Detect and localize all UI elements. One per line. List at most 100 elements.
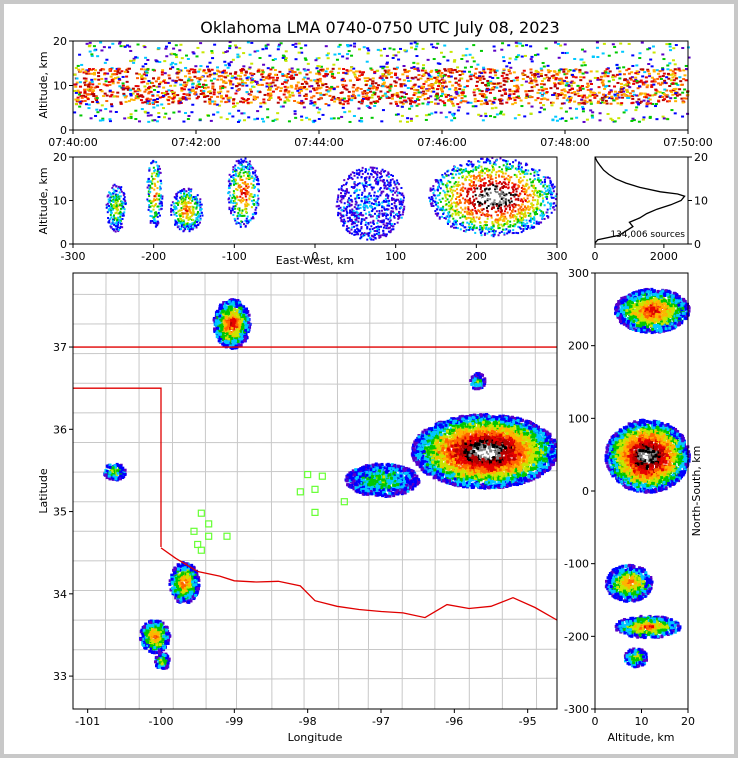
density-cell (113, 217, 116, 220)
density-cell (93, 73, 97, 76)
density-cell (673, 97, 677, 100)
density-cell (450, 185, 453, 188)
density-cell (620, 85, 624, 88)
density-cell (171, 91, 175, 94)
density-cell (449, 187, 452, 190)
density-cell (483, 102, 487, 105)
density-cell (443, 209, 446, 212)
density-cell (567, 70, 571, 73)
density-cell (122, 206, 125, 209)
density-cell (517, 97, 521, 100)
density-cell (523, 173, 526, 176)
density-cell (152, 77, 156, 80)
density-cell (160, 73, 164, 76)
density-cell (95, 108, 99, 111)
density-cell (287, 99, 291, 102)
density-cell (520, 221, 523, 224)
density-cell (540, 80, 544, 83)
density-cell (119, 221, 122, 224)
density-cell (74, 102, 78, 105)
density-cell (108, 46, 112, 49)
density-cell (478, 217, 481, 220)
density-cell (618, 70, 622, 73)
density-cell (109, 197, 112, 200)
density-cell (497, 234, 500, 237)
density-cell (607, 96, 611, 99)
density-cell (178, 101, 182, 104)
density-cell (503, 178, 506, 181)
density-cell (354, 229, 357, 232)
density-cell (627, 96, 631, 99)
density-cell (302, 87, 306, 90)
density-cell (464, 179, 467, 182)
density-cell (103, 72, 107, 75)
density-cell (497, 221, 500, 224)
density-cell (116, 81, 120, 84)
density-cell (595, 46, 599, 49)
density-cell (529, 221, 532, 224)
density-cell (477, 200, 480, 203)
density-cell (440, 71, 444, 74)
density-cell (250, 72, 254, 75)
density-cell (429, 200, 432, 203)
density-cell (241, 214, 244, 217)
density-cell (232, 168, 235, 171)
density-cell (488, 99, 492, 102)
density-cell (454, 219, 457, 222)
density-cell (246, 101, 250, 104)
density-cell (486, 176, 489, 179)
density-cell (286, 73, 290, 76)
density-cell (114, 222, 117, 225)
density-cell (180, 219, 183, 222)
density-cell (453, 201, 456, 204)
density-cell (248, 53, 252, 56)
density-cell (574, 107, 578, 110)
density-cell (100, 49, 104, 52)
density-cell (505, 76, 509, 79)
density-cell (284, 57, 288, 60)
density-cell (460, 77, 464, 80)
density-cell (186, 69, 190, 72)
density-cell (500, 182, 503, 185)
density-cell (206, 65, 210, 68)
density-cell (645, 86, 649, 89)
density-cell (490, 174, 493, 177)
density-cell (235, 174, 238, 177)
density-cell (305, 88, 309, 91)
density-cell (552, 76, 556, 79)
density-cell (103, 61, 107, 64)
density-cell (146, 68, 150, 71)
density-cell (485, 101, 489, 104)
density-cell (239, 100, 243, 103)
density-cell (545, 91, 549, 94)
density-cell (616, 94, 620, 97)
density-cell (113, 191, 116, 194)
density-cell (681, 47, 685, 50)
density-cell (516, 76, 520, 79)
density-cell (224, 81, 228, 84)
density-cell (491, 164, 494, 167)
density-cell (442, 213, 445, 216)
density-cell (197, 80, 201, 83)
density-cell (565, 51, 569, 54)
density-cell (261, 48, 265, 51)
density-cell (539, 182, 542, 185)
density-cell (650, 76, 654, 79)
density-cell (535, 220, 538, 223)
density-cell (487, 84, 491, 87)
density-cell (234, 77, 238, 80)
density-cell (642, 116, 646, 119)
density-cell (539, 193, 542, 196)
density-cell (566, 97, 570, 100)
density-cell (244, 208, 247, 211)
density-cell (463, 202, 466, 205)
density-cell (623, 84, 627, 87)
density-cell (409, 102, 413, 105)
density-cell (641, 81, 645, 84)
density-cell (244, 157, 247, 160)
density-cell (473, 186, 476, 189)
density-cell (565, 80, 569, 83)
density-cell (494, 194, 497, 197)
density-cell (354, 70, 358, 73)
density-cell (303, 85, 307, 88)
